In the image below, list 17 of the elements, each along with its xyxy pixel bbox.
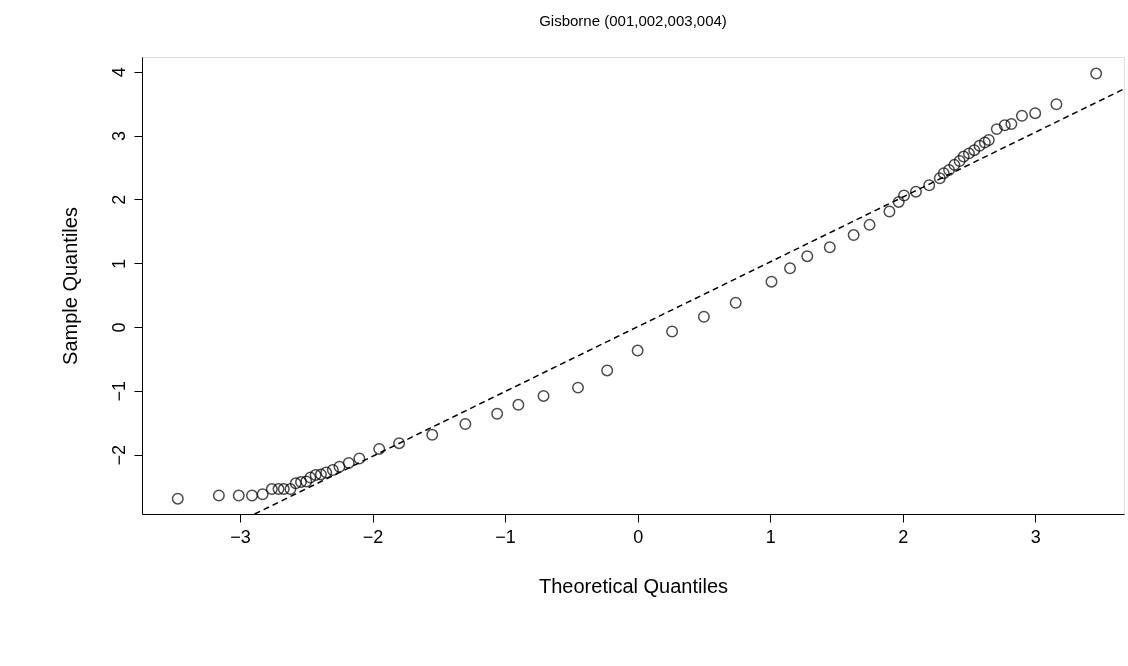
y-tick-label: 2 — [108, 194, 129, 205]
x-tick-label: 2 — [898, 526, 909, 547]
x-tick-label: 1 — [765, 526, 776, 547]
y-tick-label: 3 — [108, 131, 129, 142]
y-tick-label: 0 — [108, 322, 129, 333]
x-tick-label: 3 — [1030, 526, 1041, 547]
y-tick-label: 4 — [108, 67, 129, 78]
x-tick-label: 0 — [633, 526, 644, 547]
y-tick-label: −2 — [108, 444, 129, 466]
y-tick-label: 1 — [108, 258, 129, 269]
x-tick-label: −2 — [362, 526, 384, 547]
chart-title: Gisborne (001,002,003,004) — [539, 12, 727, 29]
y-tick-label: −1 — [108, 381, 129, 402]
y-axis-title: Sample Quantiles — [58, 207, 81, 365]
x-axis-title: Theoretical Quantiles — [539, 574, 728, 597]
x-tick-label: −1 — [495, 526, 516, 547]
x-tick-label: −3 — [230, 526, 251, 547]
